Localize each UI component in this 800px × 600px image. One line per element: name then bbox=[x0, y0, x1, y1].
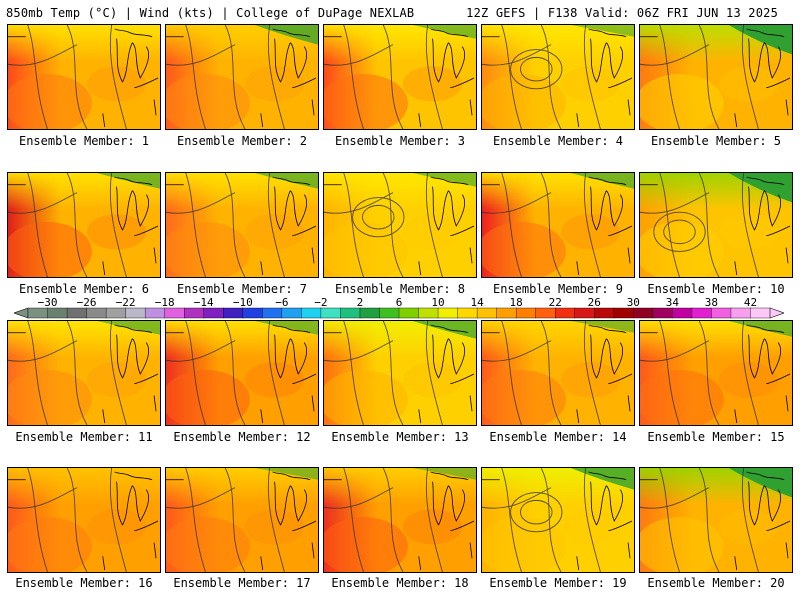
colorbar-tick-label: 6 bbox=[395, 296, 403, 309]
panel-label: Ensemble Member: 5 bbox=[650, 134, 782, 148]
colorbar-tick-label: −30 bbox=[37, 296, 58, 309]
map-panel bbox=[323, 172, 477, 278]
map-panel bbox=[639, 467, 793, 573]
colorbar-tick-label: 2 bbox=[356, 296, 364, 309]
map-panel bbox=[639, 172, 793, 278]
panel-label: Ensemble Member: 20 bbox=[647, 576, 785, 590]
panel-label: Ensemble Member: 19 bbox=[489, 576, 627, 590]
colorbar-tick-label: 30 bbox=[626, 296, 640, 309]
map-panel bbox=[7, 24, 161, 130]
panel-label: Ensemble Member: 16 bbox=[15, 576, 153, 590]
colorbar-tick-label: 10 bbox=[431, 296, 445, 309]
colorbar-tick-label: 18 bbox=[509, 296, 523, 309]
colorbar-ticks: −30 −26 −22 −18 −14 −10 −6 −2 2 6 10 14 18 22 26 30 34 38… bbox=[0, 296, 800, 309]
panel-label: Ensemble Member: 9 bbox=[492, 282, 624, 296]
map-panel bbox=[639, 24, 793, 130]
panel-label: Ensemble Member: 13 bbox=[331, 430, 469, 444]
map-title: 850mb Temp (°C) | Wind (kts) | College o… bbox=[6, 6, 415, 20]
panel-label: Ensemble Member: 15 bbox=[647, 430, 785, 444]
map-panel bbox=[165, 172, 319, 278]
panel-label: Ensemble Member: 1 bbox=[18, 134, 150, 148]
panel-label: Ensemble Member: 6 bbox=[18, 282, 150, 296]
colorbar-tick-label: −26 bbox=[76, 296, 97, 309]
map-panel bbox=[165, 24, 319, 130]
panel-label: Ensemble Member: 14 bbox=[489, 430, 627, 444]
map-panel bbox=[323, 467, 477, 573]
panel-label: Ensemble Member: 2 bbox=[176, 134, 308, 148]
panel-label: Ensemble Member: 17 bbox=[173, 576, 311, 590]
colorbar-tick-label: 42 bbox=[743, 296, 758, 309]
map-panel bbox=[165, 467, 319, 573]
colorbar-tick-label: −18 bbox=[154, 296, 175, 309]
map-panel bbox=[323, 24, 477, 130]
map-panel bbox=[481, 24, 635, 130]
colorbar-tick-label: 14 bbox=[470, 296, 484, 309]
colorbar-tick-label: −22 bbox=[115, 296, 136, 309]
panel-label: Ensemble Member: 3 bbox=[334, 134, 466, 148]
panel-label: Ensemble Member: 18 bbox=[331, 576, 469, 590]
panel-label: Ensemble Member: 11 bbox=[15, 430, 153, 444]
map-panel bbox=[481, 320, 635, 426]
colorbar-tick-label: −14 bbox=[193, 296, 214, 309]
colorbar-tick-label: 34 bbox=[665, 296, 679, 309]
map-panel bbox=[165, 320, 319, 426]
model-run-info: 12Z GEFS | F138 Valid: 06Z FRI JUN 13 20… bbox=[466, 6, 778, 20]
panel-label: Ensemble Member: 4 bbox=[492, 134, 624, 148]
colorbar-tick-label: 22 bbox=[548, 296, 562, 309]
map-panel bbox=[7, 172, 161, 278]
temperature-colorbar bbox=[14, 307, 784, 319]
colorbar-tick-label: −10 bbox=[232, 296, 253, 309]
map-panel bbox=[7, 467, 161, 573]
map-panel bbox=[7, 320, 161, 426]
colorbar-tick-label: −2 bbox=[314, 296, 328, 309]
colorbar-tick-label: 38 bbox=[704, 296, 719, 309]
panel-label: Ensemble Member: 12 bbox=[173, 430, 311, 444]
colorbar-tick-label: 26 bbox=[587, 296, 601, 309]
panel-label: Ensemble Member: 10 bbox=[647, 282, 785, 296]
map-panel bbox=[323, 320, 477, 426]
panel-label: Ensemble Member: 8 bbox=[334, 282, 466, 296]
colorbar-tick-label: −6 bbox=[275, 296, 289, 309]
map-panel bbox=[481, 467, 635, 573]
map-panel bbox=[481, 172, 635, 278]
panel-label: Ensemble Member: 7 bbox=[176, 282, 308, 296]
map-panel bbox=[639, 320, 793, 426]
